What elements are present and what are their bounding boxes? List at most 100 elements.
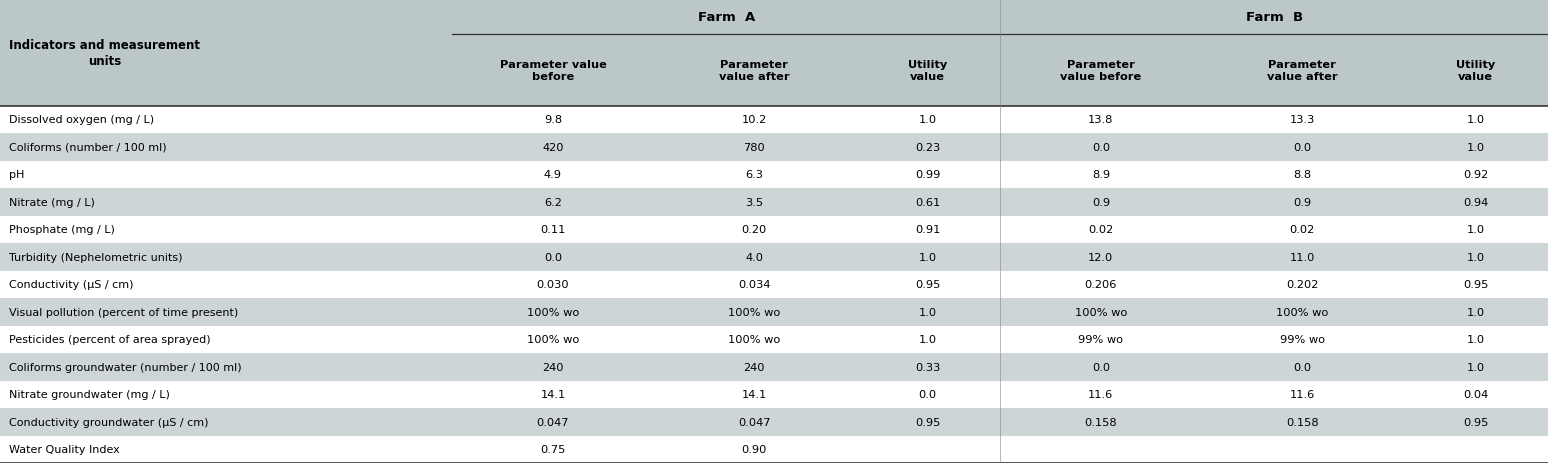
Text: Farm  A: Farm A xyxy=(698,11,755,24)
Text: Pesticides (percent of area sprayed): Pesticides (percent of area sprayed) xyxy=(9,335,211,344)
Text: 8.8: 8.8 xyxy=(1293,170,1311,180)
Bar xyxy=(1402,216,1548,244)
Text: Parameter
value after: Parameter value after xyxy=(720,59,789,82)
Text: Visual pollution (percent of time present): Visual pollution (percent of time presen… xyxy=(9,307,238,317)
Bar xyxy=(653,189,854,216)
Bar xyxy=(1201,106,1402,134)
Bar xyxy=(653,161,854,189)
Bar xyxy=(1000,0,1548,35)
Bar xyxy=(653,134,854,161)
Text: 100% wo: 100% wo xyxy=(728,307,780,317)
Text: 1.0: 1.0 xyxy=(1466,362,1485,372)
Text: 0.99: 0.99 xyxy=(915,170,940,180)
Text: 1.0: 1.0 xyxy=(918,252,937,263)
Bar xyxy=(854,35,1000,106)
Text: 8.9: 8.9 xyxy=(1091,170,1110,180)
Text: 0.04: 0.04 xyxy=(1463,389,1488,400)
Text: 0.92: 0.92 xyxy=(1463,170,1488,180)
Bar xyxy=(1201,134,1402,161)
Text: 0.91: 0.91 xyxy=(915,225,940,235)
Bar xyxy=(854,299,1000,326)
Bar xyxy=(1402,436,1548,463)
Text: Turbidity (Nephelometric units): Turbidity (Nephelometric units) xyxy=(9,252,183,263)
Bar xyxy=(0,0,452,106)
Bar xyxy=(1402,189,1548,216)
Text: 0.90: 0.90 xyxy=(741,444,768,454)
Bar xyxy=(854,161,1000,189)
Bar xyxy=(1201,161,1402,189)
Text: 0.047: 0.047 xyxy=(537,417,570,427)
Bar xyxy=(452,244,653,271)
Text: 0.158: 0.158 xyxy=(1286,417,1319,427)
Text: 4.0: 4.0 xyxy=(746,252,763,263)
Bar xyxy=(653,353,854,381)
Bar xyxy=(653,299,854,326)
Bar xyxy=(1000,271,1201,299)
Bar xyxy=(1000,299,1201,326)
Text: Coliforms groundwater (number / 100 ml): Coliforms groundwater (number / 100 ml) xyxy=(9,362,241,372)
Text: 12.0: 12.0 xyxy=(1088,252,1113,263)
Bar xyxy=(653,436,854,463)
Text: 14.1: 14.1 xyxy=(540,389,565,400)
Text: Phosphate (mg / L): Phosphate (mg / L) xyxy=(9,225,115,235)
Bar xyxy=(1201,216,1402,244)
Text: 0.95: 0.95 xyxy=(915,417,940,427)
Text: 100% wo: 100% wo xyxy=(526,335,579,344)
Bar xyxy=(854,353,1000,381)
Bar xyxy=(452,189,653,216)
Bar xyxy=(653,106,854,134)
Bar xyxy=(1201,408,1402,436)
Text: 14.1: 14.1 xyxy=(741,389,766,400)
Bar xyxy=(0,161,452,189)
Bar xyxy=(653,326,854,353)
Text: Dissolved oxygen (mg / L): Dissolved oxygen (mg / L) xyxy=(9,115,155,125)
Bar xyxy=(1402,381,1548,408)
Text: Conductivity groundwater (μS / cm): Conductivity groundwater (μS / cm) xyxy=(9,417,209,427)
Text: 780: 780 xyxy=(743,143,765,153)
Bar xyxy=(1000,161,1201,189)
Bar xyxy=(1402,134,1548,161)
Text: Indicators and measurement
units: Indicators and measurement units xyxy=(9,39,200,68)
Text: Utility
value: Utility value xyxy=(909,59,947,82)
Bar xyxy=(1201,436,1402,463)
Text: 13.3: 13.3 xyxy=(1289,115,1314,125)
Bar xyxy=(854,189,1000,216)
Text: 100% wo: 100% wo xyxy=(526,307,579,317)
Text: 0.0: 0.0 xyxy=(1293,143,1311,153)
Bar xyxy=(854,106,1000,134)
Text: 9.8: 9.8 xyxy=(543,115,562,125)
Text: 0.034: 0.034 xyxy=(738,280,771,290)
Bar xyxy=(1201,189,1402,216)
Text: 0.20: 0.20 xyxy=(741,225,766,235)
Bar xyxy=(452,161,653,189)
Bar xyxy=(0,271,452,299)
Bar xyxy=(1000,353,1201,381)
Text: 0.94: 0.94 xyxy=(1463,198,1488,207)
Bar xyxy=(1201,381,1402,408)
Bar xyxy=(1201,299,1402,326)
Bar xyxy=(452,326,653,353)
Text: Parameter
value after: Parameter value after xyxy=(1266,59,1337,82)
Text: 10.2: 10.2 xyxy=(741,115,766,125)
Text: 11.6: 11.6 xyxy=(1289,389,1314,400)
Text: 0.047: 0.047 xyxy=(738,417,771,427)
Text: 1.0: 1.0 xyxy=(1466,307,1485,317)
Bar xyxy=(452,299,653,326)
Text: 0.11: 0.11 xyxy=(540,225,565,235)
Bar xyxy=(452,0,1000,35)
Text: Parameter value
before: Parameter value before xyxy=(500,59,607,82)
Text: 0.0: 0.0 xyxy=(1293,362,1311,372)
Text: 0.206: 0.206 xyxy=(1085,280,1118,290)
Text: 100% wo: 100% wo xyxy=(1276,307,1328,317)
Text: 1.0: 1.0 xyxy=(1466,143,1485,153)
Bar xyxy=(0,134,452,161)
Bar xyxy=(0,381,452,408)
Text: 0.0: 0.0 xyxy=(1091,362,1110,372)
Text: 11.6: 11.6 xyxy=(1088,389,1113,400)
Text: 11.0: 11.0 xyxy=(1289,252,1314,263)
Text: 240: 240 xyxy=(743,362,765,372)
Text: 0.030: 0.030 xyxy=(537,280,570,290)
Bar xyxy=(452,134,653,161)
Bar xyxy=(1000,216,1201,244)
Text: 1.0: 1.0 xyxy=(1466,335,1485,344)
